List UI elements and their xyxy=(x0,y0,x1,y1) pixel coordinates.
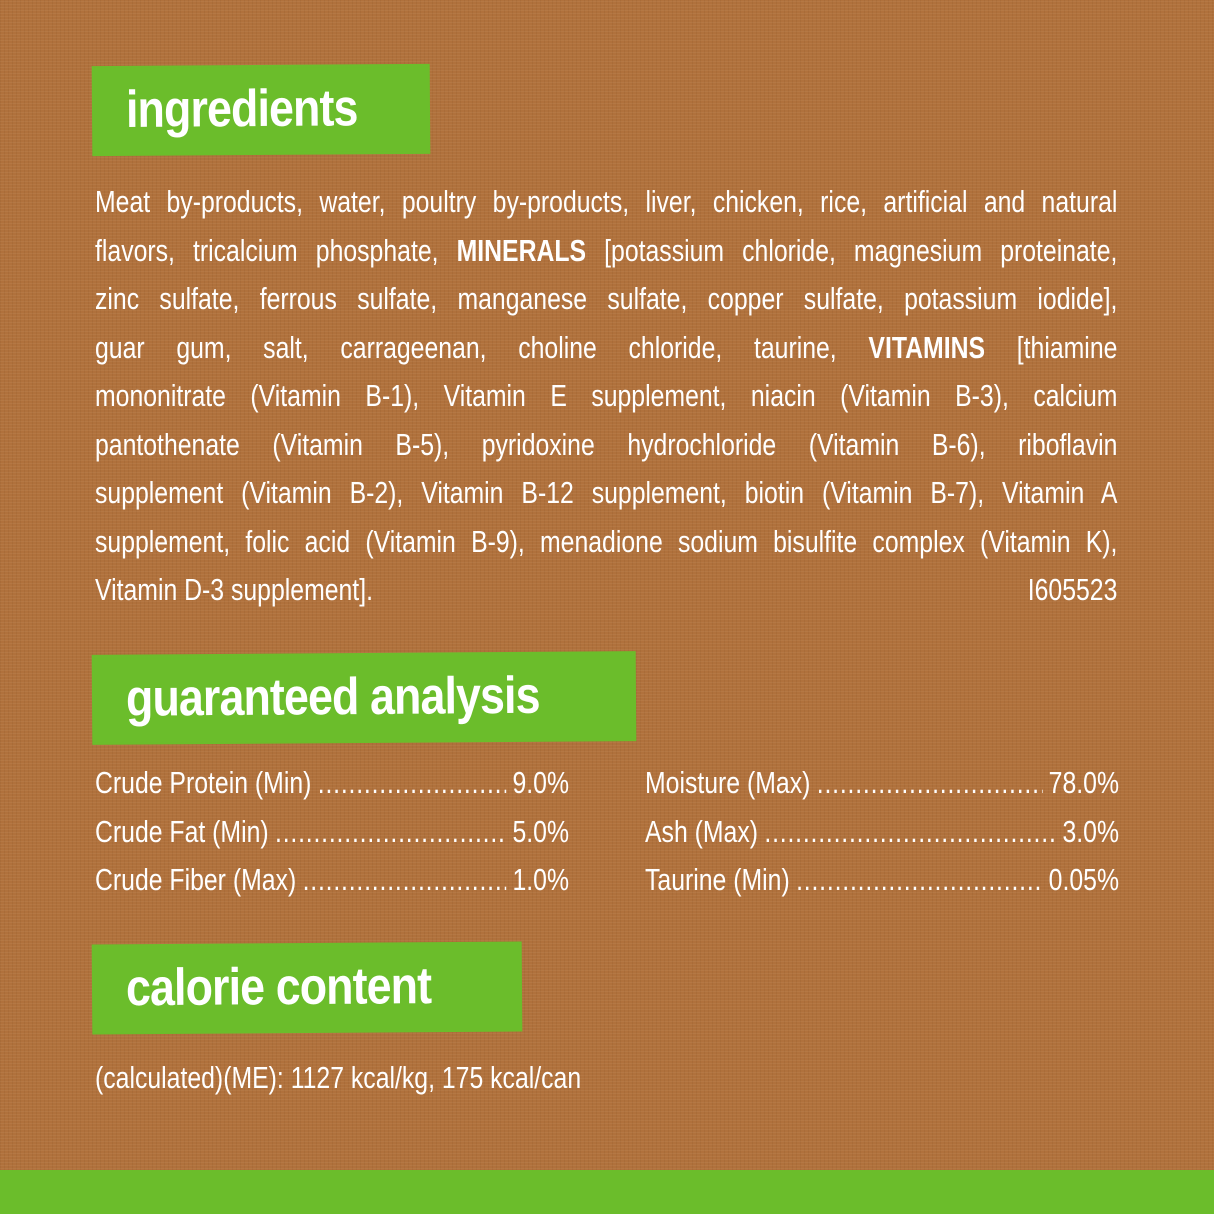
analysis-label: Ash (Max) xyxy=(645,813,758,849)
analysis-value: 5.0% xyxy=(512,813,569,849)
ingredients-segment: Meat by-products, water, poultry by-prod… xyxy=(95,184,1118,219)
ingredients-segment: supplement (Vitamin B-2), Vitamin B-12 s… xyxy=(95,475,1118,510)
analysis-value: 3.0% xyxy=(1062,813,1119,849)
analysis-heading: guaranteed analysis xyxy=(125,666,540,728)
analysis-row: Moisture (Max) 78.0% xyxy=(645,765,1119,801)
analysis-label: Crude Protein (Min) xyxy=(95,765,312,800)
leader-dots xyxy=(764,814,1056,850)
bottom-green-bar xyxy=(0,1170,1214,1214)
product-code: I605523 xyxy=(1027,572,1118,607)
analysis-heading-banner: guaranteed analysis xyxy=(91,651,637,745)
ingredients-list: Meat by-products, water, poultry by-prod… xyxy=(95,178,1117,615)
ingredients-segment: flavors, tricalcium phosphate, xyxy=(95,232,457,268)
ingredients-segment: Vitamin D-3 supplement]. xyxy=(95,572,373,607)
leader-dots xyxy=(275,814,506,850)
leader-dots xyxy=(796,862,1042,898)
ingredients-heading: ingredients xyxy=(125,79,358,139)
ingredients-segment: pantothenate (Vitamin B-5), pyridoxine h… xyxy=(95,426,1118,462)
ingredients-line: flavors, tricalcium phosphate, MINERALS … xyxy=(95,227,1117,276)
ingredients-line: Vitamin D-3 supplement]. I605523 xyxy=(95,566,1117,615)
ingredients-line: mononitrate (Vitamin B-1), Vitamin E sup… xyxy=(95,372,1117,421)
ingredients-segment: [potassium chloride, magnesium proteinat… xyxy=(586,232,1118,268)
ingredients-heading-banner: ingredients xyxy=(91,63,431,157)
analysis-value: 1.0% xyxy=(512,862,569,897)
analysis-value: 0.05% xyxy=(1048,862,1119,897)
ingredients-segment: mononitrate (Vitamin B-1), Vitamin E sup… xyxy=(95,378,1118,413)
analysis-row: Crude Fiber (Max) 1.0% xyxy=(95,862,569,898)
calorie-text: (calculated)(ME): 1127 kcal/kg, 175 kcal… xyxy=(95,1060,582,1095)
analysis-row: Crude Protein (Min) 9.0% xyxy=(95,765,569,801)
leader-dots xyxy=(318,765,506,801)
analysis-label: Crude Fat (Min) xyxy=(95,813,269,849)
ingredients-segment: zinc sulfate, ferrous sulfate, manganese… xyxy=(95,281,1118,316)
calorie-heading-banner: calorie content xyxy=(91,941,523,1035)
ingredients-line: supplement, folic acid (Vitamin B-9), me… xyxy=(95,518,1117,567)
analysis-label: Taurine (Min) xyxy=(645,862,790,897)
ingredients-line: zinc sulfate, ferrous sulfate, manganese… xyxy=(95,275,1117,324)
analysis-row: Crude Fat (Min) 5.0% xyxy=(95,814,569,850)
ingredients-line: pantothenate (Vitamin B-5), pyridoxine h… xyxy=(95,421,1117,470)
leader-dots xyxy=(817,765,1043,801)
analysis-value: 9.0% xyxy=(512,765,569,800)
ingredients-line: Meat by-products, water, poultry by-prod… xyxy=(95,178,1117,227)
ingredients-segment: [thiamine xyxy=(985,329,1118,365)
ingredients-line: supplement (Vitamin B-2), Vitamin B-12 s… xyxy=(95,469,1117,518)
ingredients-group-label: MINERALS xyxy=(456,232,587,268)
analysis-label: Crude Fiber (Max) xyxy=(95,862,297,897)
ingredients-segment: supplement, folic acid (Vitamin B-9), me… xyxy=(95,523,1118,559)
ingredients-line: guar gum, salt, carrageenan, choline chl… xyxy=(95,324,1117,373)
analysis-label: Moisture (Max) xyxy=(645,765,811,800)
analysis-row: Taurine (Min) 0.05% xyxy=(645,862,1119,898)
ingredients-segment: guar gum, salt, carrageenan, choline chl… xyxy=(95,329,869,365)
ingredients-group-label: VITAMINS xyxy=(868,329,986,365)
analysis-value: 78.0% xyxy=(1048,765,1119,800)
analysis-row: Ash (Max) 3.0% xyxy=(645,814,1119,850)
calorie-heading: calorie content xyxy=(125,957,432,1018)
leader-dots xyxy=(303,862,506,898)
